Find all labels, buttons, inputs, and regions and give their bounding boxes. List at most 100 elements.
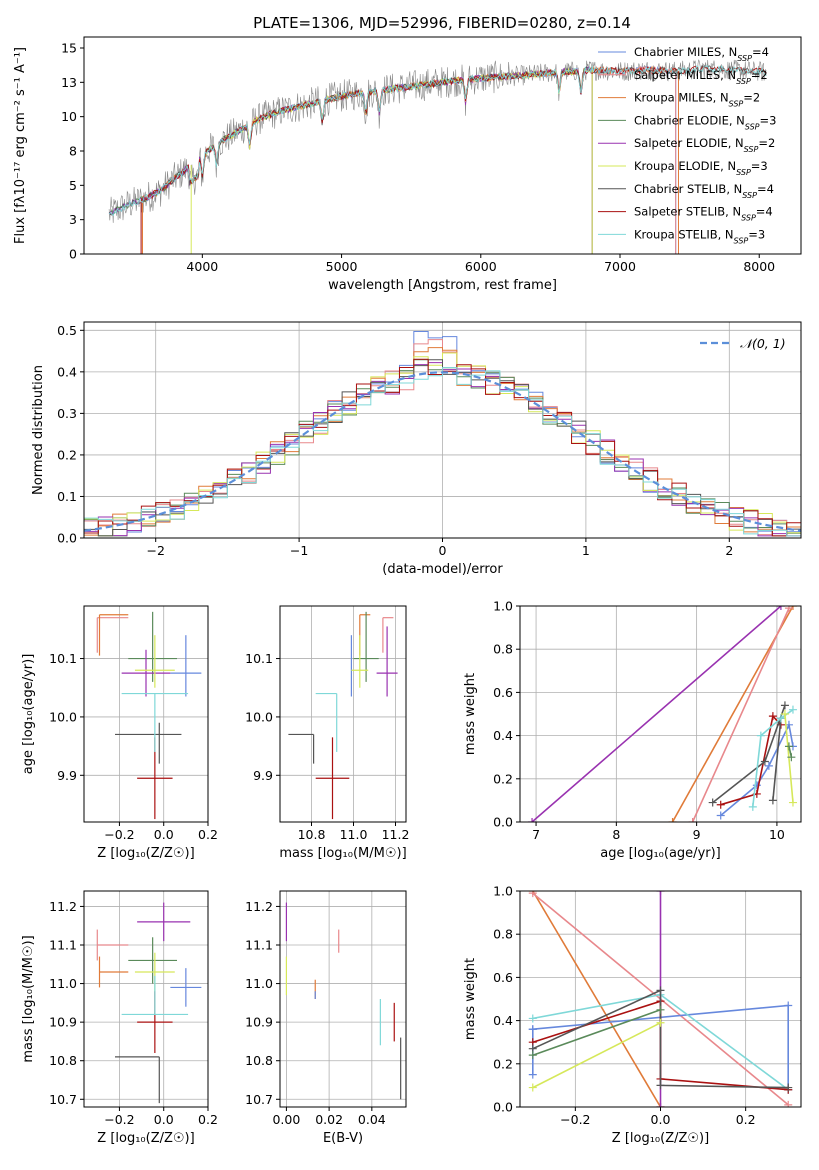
x-tick-label: 0.2 — [198, 827, 218, 842]
y-tick-label: 10.1 — [245, 651, 273, 666]
weight-marker — [776, 606, 785, 610]
y-tick-label: 10 — [61, 109, 77, 124]
legend-label: 𝒩(0, 1) — [740, 336, 786, 351]
y-tick-label: 0.6 — [493, 970, 513, 985]
weight-marker — [768, 796, 777, 805]
y-tick-label: 0.4 — [57, 364, 77, 379]
weight-marker — [688, 818, 697, 822]
x-tick-label: 0.2 — [198, 1112, 218, 1127]
weight-marker — [528, 1070, 537, 1079]
legend-label: Kroupa MILES, NSSP=2 — [634, 91, 760, 109]
weight-line — [691, 607, 790, 822]
weight-line — [720, 714, 782, 806]
panel-age_vs_Z: −0.2 0.0 0.2 9.9 10.0 10.1 Z [log₁₀(Z/Z☉)] age … — [21, 605, 218, 861]
plot-area — [108, 59, 767, 254]
axes: −2 −1 0 1 2 0.0 0.1 0.2 0.3 0.4 0.5 (data-model)/er… — [31, 321, 802, 577]
x-tick-label: 0.00 — [272, 1112, 300, 1127]
errorbar-point — [96, 929, 129, 961]
y-tick-label: 10.8 — [49, 1053, 77, 1068]
y-axis-label: mass weight — [463, 673, 478, 755]
residual-histogram — [84, 367, 801, 538]
panel-spectrum: 4000 5000 6000 7000 8000 0 3 5 8 10 13 15 wavelength… — [13, 36, 802, 293]
errorbar-point — [98, 614, 129, 656]
y-tick-label: 11.2 — [49, 899, 77, 914]
panel-residual_hist: −2 −1 0 1 2 0.0 0.1 0.2 0.3 0.4 0.5 (data-model)/er… — [31, 321, 802, 577]
y-axis-label: Normed distribution — [31, 365, 46, 495]
legend-label: Kroupa ELODIE, NSSP=3 — [634, 159, 768, 177]
errorbar-point — [353, 611, 379, 682]
plot-area — [96, 611, 202, 820]
x-tick-label: 7000 — [604, 259, 636, 274]
y-tick-label: 0.3 — [57, 406, 77, 421]
axes: 7 8 9 10 0.0 0.2 0.4 0.6 0.8 1.0 age [log₁₀(age/yr… — [463, 599, 802, 861]
weight-marker — [528, 1051, 537, 1060]
y-tick-label: 0 — [69, 247, 77, 262]
x-tick-label: 11.2 — [382, 827, 410, 842]
axes-frame — [279, 890, 407, 1108]
x-tick-label: 8000 — [743, 259, 775, 274]
x-tick-label: 6000 — [465, 259, 497, 274]
weight-marker — [708, 798, 717, 807]
y-axis-label: Flux [fλ10⁻¹⁷ erg cm⁻² s⁻¹ A⁻¹] — [13, 47, 28, 244]
plot-area — [84, 331, 801, 538]
y-tick-label: 11.1 — [49, 938, 77, 953]
x-tick-label: 0.04 — [358, 1112, 386, 1127]
axes-frame — [83, 36, 802, 255]
weight-marker — [784, 1100, 793, 1107]
panel-mass_vs_ebv: 0.00 0.02 0.04 10.7 10.8 10.9 11.0 11.1 11.2 E(B-… — [245, 890, 407, 1146]
weight-marker — [748, 802, 757, 811]
model-spectrum — [140, 65, 767, 204]
y-tick-label: 10.1 — [49, 651, 77, 666]
legend-label: Chabrier STELIB, NSSP=4 — [634, 182, 774, 200]
x-tick-label: 0.0 — [154, 1112, 174, 1127]
y-tick-label: 11.2 — [245, 899, 273, 914]
weight-marker — [656, 891, 665, 895]
errorbar-point — [121, 975, 189, 1016]
y-tick-label: 0.8 — [493, 642, 513, 657]
y-tick-label: 13 — [61, 75, 77, 90]
weight-marker — [528, 1025, 537, 1034]
weight-marker — [528, 891, 537, 898]
axes: 10.8 11.0 11.2 9.9 10.0 10.1 mass [log₁₀(M/M☉)… — [245, 605, 410, 861]
y-tick-label: 0.2 — [493, 771, 513, 786]
y-tick-label: 3 — [69, 212, 77, 227]
y-tick-label: 10.7 — [49, 1092, 77, 1107]
y-tick-label: 0.4 — [493, 1013, 513, 1028]
errorbar-point — [128, 937, 177, 984]
weight-line — [532, 1022, 661, 1089]
y-tick-label: 11.1 — [245, 938, 273, 953]
y-tick-label: 10.0 — [49, 709, 77, 724]
y-tick-label: 5 — [69, 178, 77, 193]
y-tick-label: 11.0 — [245, 976, 273, 991]
weight-line — [784, 713, 794, 803]
errorbar-point — [121, 692, 189, 752]
x-tick-label: 8 — [612, 827, 620, 842]
axes: −0.2 0.0 0.2 0.0 0.2 0.4 0.6 0.8 1.0 Z [log₁₀(Z/Z… — [463, 884, 802, 1146]
x-tick-label: −2 — [146, 543, 164, 558]
weight-marker — [784, 1001, 793, 1010]
x-tick-label: −0.2 — [104, 1112, 134, 1127]
x-axis-label: mass [log₁₀(M/M☉)] — [279, 846, 406, 861]
x-tick-label: 9 — [693, 827, 701, 842]
y-tick-label: 11.0 — [49, 976, 77, 991]
weight-marker — [788, 798, 797, 807]
errorbar-point — [382, 617, 394, 653]
weight-marker — [716, 800, 725, 809]
spectrum-legend: Chabrier MILES, NSSP=4 Salpeter MILES, NS… — [598, 45, 776, 245]
weight-marker — [776, 714, 785, 723]
plot-area — [528, 891, 793, 1107]
x-tick-label: 0.0 — [154, 827, 174, 842]
x-axis-label: wavelength [Angstrom, rest frame] — [328, 278, 557, 293]
errorbar-point — [128, 611, 177, 682]
weight-marker — [716, 811, 725, 820]
errorbar-point — [98, 956, 129, 988]
errorbar-point — [115, 1056, 160, 1104]
errorbar-point — [351, 635, 369, 688]
legend-label: Chabrier MILES, NSSP=4 — [634, 45, 769, 63]
y-tick-label: 1.0 — [493, 884, 513, 899]
errorbar-point — [359, 614, 371, 656]
y-tick-label: 0.2 — [493, 1056, 513, 1071]
weight-marker — [780, 701, 789, 710]
errorbar-point — [137, 902, 191, 942]
weight-marker — [656, 1018, 665, 1027]
